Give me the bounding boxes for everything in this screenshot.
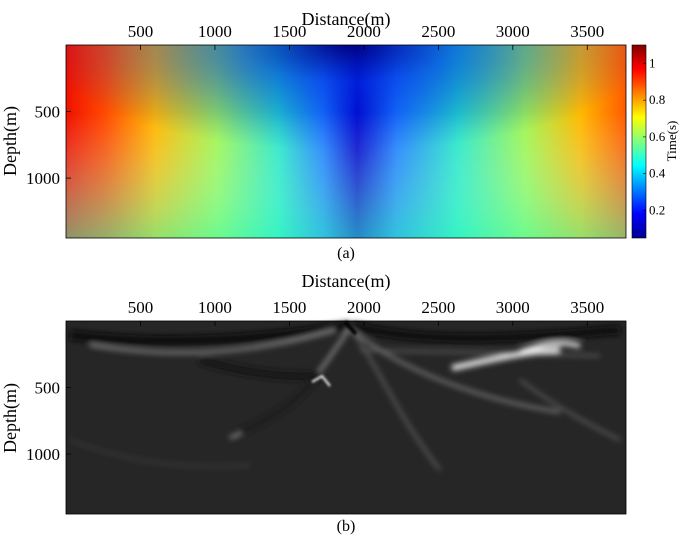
panel-b-x-tick-label: 2000 [347, 298, 381, 317]
colorbar-ticks: 0.2 0.4 0.6 0.8 1 [643, 55, 666, 217]
panel-a-x-tick-label: 3000 [496, 22, 530, 41]
panel-a-x-tick-label: 1000 [198, 22, 232, 41]
colorbar [631, 44, 647, 239]
colorbar-tick-label: 1 [649, 55, 656, 70]
panel-b-y-tick-label: 1000 [26, 445, 60, 464]
panel-a-x-tick-label: 2500 [421, 22, 455, 41]
panel-a-y-tick-label: 1000 [26, 169, 60, 188]
panel-a-x-tick-label: 3500 [570, 22, 604, 41]
panel-a-x-tick-label: 500 [128, 22, 154, 41]
panel-a-x-axis-title: Distance(m) [302, 9, 391, 30]
panel-a-x-ticks: 500 1000 1500 2000 2500 3000 3500 [128, 22, 604, 50]
panel-a: 500 1000 1500 2000 2500 3000 3500 500 1000 Dist… [0, 9, 679, 262]
panel-b-x-ticks: 500 1000 1500 2000 2500 3000 3500 [128, 298, 604, 326]
panel-a-frame [65, 44, 627, 239]
panel-b-highlights [311, 320, 358, 387]
panel-a-y-ticks: 500 1000 [26, 103, 71, 188]
panel-b-label: (b) [337, 518, 356, 535]
panel-a-y-tick-label: 500 [35, 103, 61, 122]
panel-b-frame [65, 320, 627, 515]
panel-a-x-tick-label: 1500 [272, 22, 306, 41]
colorbar-tick-label: 0.8 [649, 92, 665, 107]
panel-b-x-axis-title: Distance(m) [302, 271, 391, 292]
panel-b-y-tick-label: 500 [35, 379, 61, 398]
panel-a-depth-overlay [66, 45, 626, 238]
panel-b-y-axis-title: Depth(m) [0, 383, 21, 453]
panel-b-x-tick-label: 1500 [272, 298, 306, 317]
colorbar-tick-label: 0.4 [649, 166, 666, 181]
panel-a-x-tick-label: 2000 [347, 22, 381, 41]
panel-b-y-ticks: 500 1000 [26, 379, 71, 464]
panel-b: 500 1000 1500 2000 2500 3000 3500 500 1000 Dist… [0, 271, 627, 535]
panel-b-x-tick-label: 2500 [421, 298, 455, 317]
panel-b-x-tick-label: 3500 [570, 298, 604, 317]
panel-b-x-tick-label: 500 [128, 298, 154, 317]
panel-a-y-axis-title: Depth(m) [0, 106, 21, 176]
panel-b-x-tick-label: 3000 [496, 298, 530, 317]
colorbar-title: Time(s) [664, 121, 679, 162]
panel-b-x-tick-label: 1000 [198, 298, 232, 317]
panel-a-label: (a) [337, 245, 355, 262]
colorbar-tick-label: 0.6 [649, 129, 666, 144]
colorbar-tick-label: 0.2 [649, 202, 665, 217]
